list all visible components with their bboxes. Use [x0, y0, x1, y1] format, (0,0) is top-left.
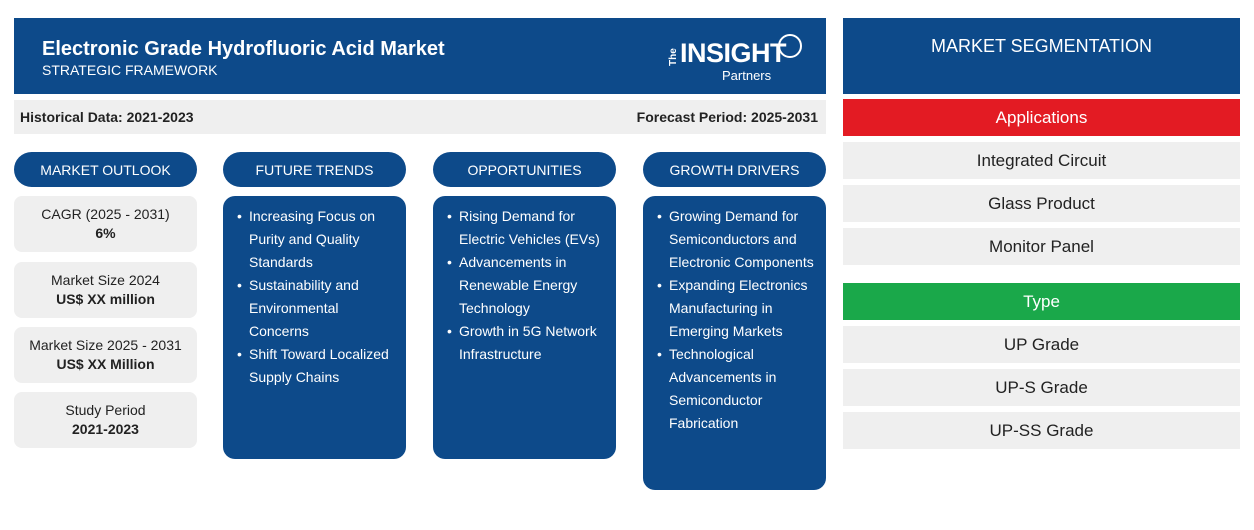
segment-category-applications: Applications — [843, 99, 1240, 136]
outlook-card-value: 2021-2023 — [72, 421, 139, 437]
historical-period: Historical Data: 2021-2023 — [20, 109, 194, 125]
title-banner: Electronic Grade Hydrofluoric Acid Marke… — [14, 18, 826, 94]
outlook-card-label: Market Size 2024 — [51, 272, 160, 288]
list-item: Rising Demand for Electric Vehicles (EVs… — [447, 205, 608, 251]
opportunities-box: Rising Demand for Electric Vehicles (EVs… — [433, 196, 616, 459]
market-segmentation-header: MARKET SEGMENTATION — [843, 18, 1240, 94]
page-subtitle: STRATEGIC FRAMEWORK — [42, 62, 218, 78]
insight-partners-logo: The INSIGHT Partners — [664, 32, 804, 84]
list-item: Growing Demand for Semiconductors and El… — [657, 205, 818, 274]
market-outlook-header: MARKET OUTLOOK — [14, 152, 197, 187]
outlook-card-value: US$ XX Million — [56, 356, 155, 372]
list-item: Increasing Focus on Purity and Quality S… — [237, 205, 398, 274]
outlook-card-label: Market Size 2025 - 2031 — [29, 337, 182, 353]
logo-the-text: The — [668, 48, 679, 66]
segment-item: UP-SS Grade — [843, 412, 1240, 449]
outlook-card-market-size-2024: Market Size 2024 US$ XX million — [14, 262, 197, 318]
future-trends-box: Increasing Focus on Purity and Quality S… — [223, 196, 406, 459]
outlook-card-study-period: Study Period 2021-2023 — [14, 392, 197, 448]
list-item: Sustainability and Environmental Concern… — [237, 274, 398, 343]
future-trends-header: FUTURE TRENDS — [223, 152, 406, 187]
list-item: Growth in 5G Network Infrastructure — [447, 320, 608, 366]
segment-item: Integrated Circuit — [843, 142, 1240, 179]
list-item: Advancements in Renewable Energy Technol… — [447, 251, 608, 320]
logo-circle-icon — [778, 34, 802, 58]
list-item: Technological Advancements in Semiconduc… — [657, 343, 818, 435]
forecast-period: Forecast Period: 2025-2031 — [636, 109, 818, 125]
outlook-card-cagr: CAGR (2025 - 2031) 6% — [14, 196, 197, 252]
segment-item: Glass Product — [843, 185, 1240, 222]
list-item: Expanding Electronics Manufacturing in E… — [657, 274, 818, 343]
segment-category-type: Type — [843, 283, 1240, 320]
list-item: Shift Toward Localized Supply Chains — [237, 343, 398, 389]
segment-item: UP Grade — [843, 326, 1240, 363]
outlook-card-value: 6% — [95, 225, 116, 241]
logo-main-text: INSIGHT — [680, 38, 787, 68]
logo-partners-text: Partners — [722, 68, 772, 83]
segment-item: Monitor Panel — [843, 228, 1240, 265]
outlook-card-market-size-forecast: Market Size 2025 - 2031 US$ XX Million — [14, 327, 197, 383]
outlook-card-label: Study Period — [65, 402, 146, 418]
page-title: Electronic Grade Hydrofluoric Acid Marke… — [42, 38, 445, 60]
growth-drivers-box: Growing Demand for Semiconductors and El… — [643, 196, 826, 490]
outlook-card-value: US$ XX million — [56, 291, 155, 307]
opportunities-header: OPPORTUNITIES — [433, 152, 616, 187]
growth-drivers-header: GROWTH DRIVERS — [643, 152, 826, 187]
outlook-card-label: CAGR (2025 - 2031) — [41, 206, 170, 222]
segment-item: UP-S Grade — [843, 369, 1240, 406]
period-bar: Historical Data: 2021-2023 Forecast Peri… — [14, 100, 826, 134]
